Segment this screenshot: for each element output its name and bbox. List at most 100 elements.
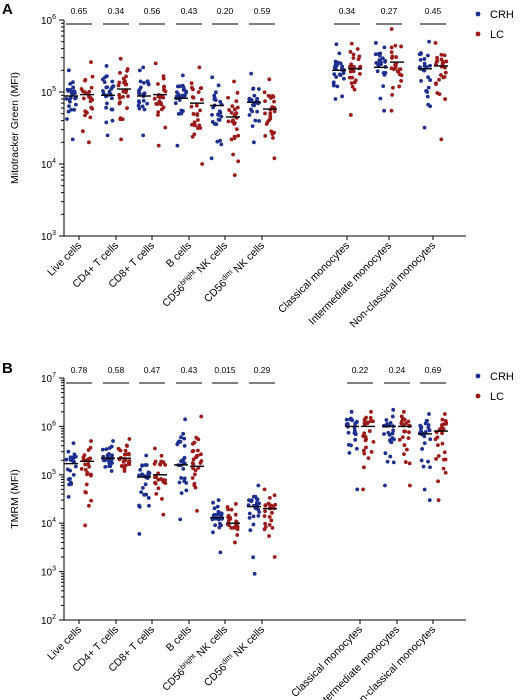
data-point-lc: [153, 475, 157, 480]
data-point-crh: [251, 522, 256, 527]
p-value-label: 0.58: [108, 365, 125, 375]
data-point-lc: [351, 69, 356, 74]
data-point-lc: [196, 90, 201, 95]
data-point-lc: [435, 91, 440, 95]
data-point-crh: [426, 459, 430, 464]
data-point-lc: [267, 495, 272, 500]
data-point-crh: [347, 451, 352, 455]
data-point-lc: [127, 452, 131, 457]
data-point-lc: [404, 421, 408, 426]
data-point-crh: [346, 430, 351, 435]
data-point-lc: [434, 457, 438, 461]
data-point-lc: [369, 449, 374, 454]
p-value-label: 0.24: [389, 365, 406, 375]
data-point-crh: [110, 461, 114, 465]
p-value-label: 0.34: [108, 6, 125, 16]
data-point-lc: [369, 409, 373, 414]
data-point-crh: [256, 514, 261, 518]
data-point-lc: [199, 414, 204, 419]
y-tick-label: 106: [41, 14, 56, 27]
data-point-lc: [435, 55, 439, 60]
data-point-lc: [124, 452, 128, 457]
data-point-crh: [103, 75, 107, 80]
data-point-lc: [89, 473, 93, 478]
data-point-lc: [272, 156, 277, 161]
data-point-crh: [341, 76, 346, 81]
data-point-lc: [229, 137, 234, 142]
data-point-lc: [262, 487, 267, 492]
data-point-lc: [118, 448, 123, 453]
data-point-crh: [173, 101, 178, 106]
data-point-crh: [181, 88, 186, 92]
data-point-crh: [252, 571, 257, 576]
data-point-lc: [263, 525, 268, 529]
data-point-lc: [236, 133, 241, 138]
data-point-lc: [226, 95, 230, 100]
data-point-crh: [249, 498, 254, 503]
data-point-lc: [349, 41, 354, 46]
data-point-lc: [267, 523, 272, 527]
data-point-crh: [105, 133, 110, 138]
data-point-crh: [252, 93, 257, 98]
data-point-crh: [69, 458, 73, 463]
data-point-crh: [218, 550, 223, 555]
data-point-lc: [361, 487, 365, 492]
p-value-label: 0.34: [339, 6, 356, 16]
data-point-crh: [247, 113, 252, 117]
data-point-lc: [116, 83, 121, 88]
data-point-crh: [248, 528, 253, 533]
data-point-crh: [344, 417, 349, 422]
data-point-crh: [73, 464, 78, 469]
p-value-label: 0.47: [144, 365, 161, 375]
data-point-lc: [125, 106, 129, 111]
data-point-crh: [251, 140, 256, 145]
data-point-crh: [255, 497, 260, 502]
data-point-crh: [146, 472, 151, 477]
data-point-crh: [385, 459, 390, 464]
data-point-lc: [235, 524, 240, 529]
data-point-crh: [140, 104, 145, 109]
data-point-lc: [199, 452, 203, 457]
data-point-crh: [256, 483, 261, 488]
legend-label-lc: LC: [490, 391, 504, 403]
data-point-lc: [402, 443, 407, 448]
data-point-crh: [418, 423, 423, 428]
data-point-lc: [225, 505, 230, 509]
data-point-lc: [443, 97, 448, 101]
data-point-crh: [419, 458, 424, 463]
data-point-crh: [390, 436, 395, 440]
y-tick-label: 105: [41, 86, 56, 99]
data-point-lc: [152, 462, 157, 466]
data-point-crh: [64, 96, 69, 101]
data-point-lc: [272, 493, 277, 498]
data-point-lc: [439, 137, 444, 142]
data-point-crh: [141, 98, 146, 103]
data-point-crh: [218, 110, 223, 115]
data-point-lc: [86, 462, 91, 466]
y-tick-label: 104: [41, 517, 56, 530]
data-point-crh: [382, 108, 387, 113]
data-point-lc: [121, 94, 125, 99]
legend-label-crh: CRH: [490, 371, 514, 383]
data-point-lc: [363, 422, 367, 427]
data-point-lc: [88, 456, 93, 461]
data-point-lc: [190, 476, 195, 480]
data-point-crh: [109, 469, 114, 473]
data-point-lc: [397, 84, 402, 89]
data-point-lc: [123, 82, 128, 87]
data-point-crh: [383, 451, 388, 456]
p-value-label: 0.78: [71, 365, 88, 375]
data-point-crh: [391, 407, 396, 412]
data-point-crh: [333, 97, 338, 101]
data-point-crh: [423, 421, 428, 426]
data-point-lc: [443, 457, 448, 462]
data-point-crh: [213, 90, 218, 95]
data-point-lc: [229, 110, 234, 115]
data-point-lc: [125, 444, 130, 448]
data-point-lc: [191, 462, 196, 466]
data-point-crh: [147, 503, 151, 508]
data-point-lc: [127, 462, 132, 467]
data-point-crh: [183, 417, 188, 422]
data-point-crh: [419, 78, 423, 83]
data-point-lc: [436, 454, 441, 458]
